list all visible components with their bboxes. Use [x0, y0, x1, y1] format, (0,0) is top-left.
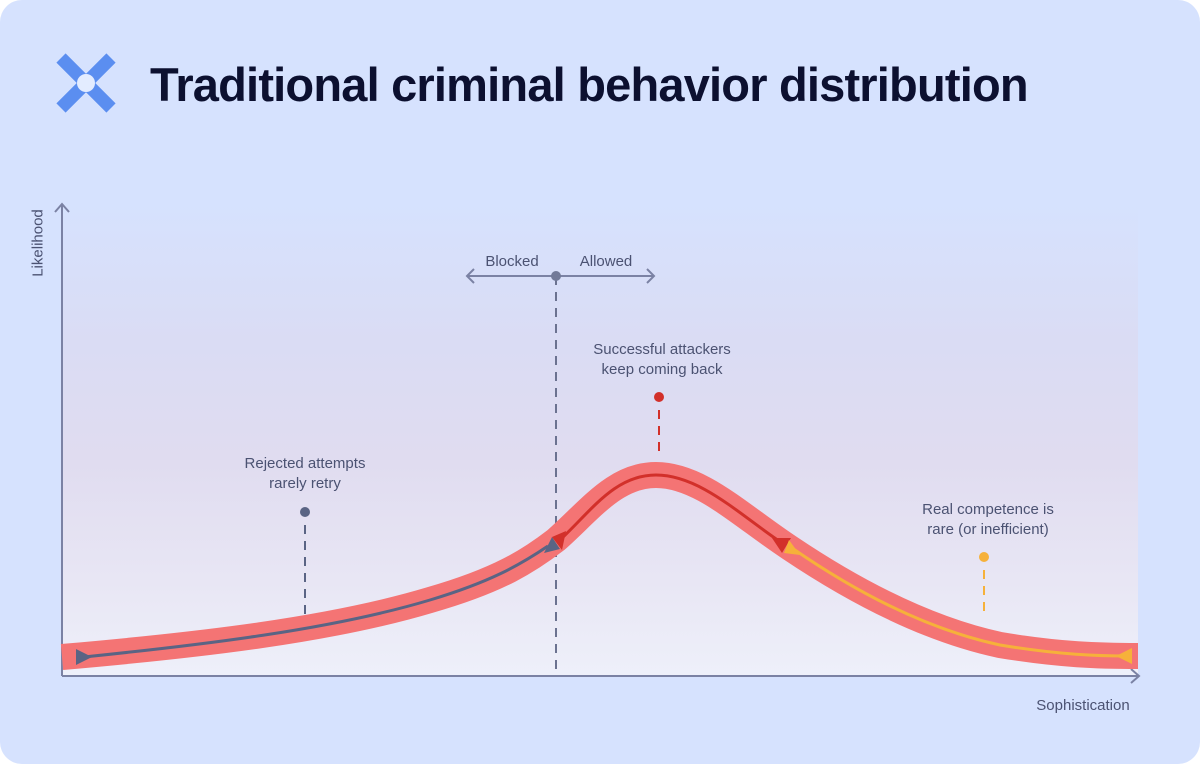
allowed-start-marker: [552, 531, 566, 550]
competence-end-marker: [1116, 648, 1132, 664]
competence-marker: [979, 552, 989, 617]
allowed-label: Allowed: [579, 253, 633, 270]
successful-annotation: Successful attackers keep coming back: [593, 341, 731, 378]
successful-marker: [654, 392, 664, 457]
blocked-label: Blocked: [485, 253, 539, 270]
rejected-marker: [300, 507, 310, 617]
blocked-allowed-arrow: [465, 268, 656, 284]
allowed-segment-line: [558, 473, 783, 545]
blocked-segment-line: [83, 544, 549, 659]
y-axis-label: Likelihood: [29, 208, 47, 277]
page-title: Traditional criminal behavior distributi…: [150, 58, 1029, 111]
competence-start-marker: [784, 540, 800, 555]
rejected-annotation: Rejected attempts rarely retry: [244, 455, 366, 492]
x-axis-label: Sophistication: [1036, 697, 1130, 714]
blocked-end-marker: [544, 537, 560, 553]
competence-annotation: Real competence is rare (or inefficient): [922, 501, 1054, 538]
axes: [54, 202, 1141, 684]
chart-plot-area: [62, 200, 1138, 676]
blocked-start-marker: [76, 649, 92, 665]
competence-segment-line: [791, 546, 1129, 658]
x-cross-logo-icon: [56, 53, 116, 113]
allowed-end-marker: [772, 538, 791, 553]
